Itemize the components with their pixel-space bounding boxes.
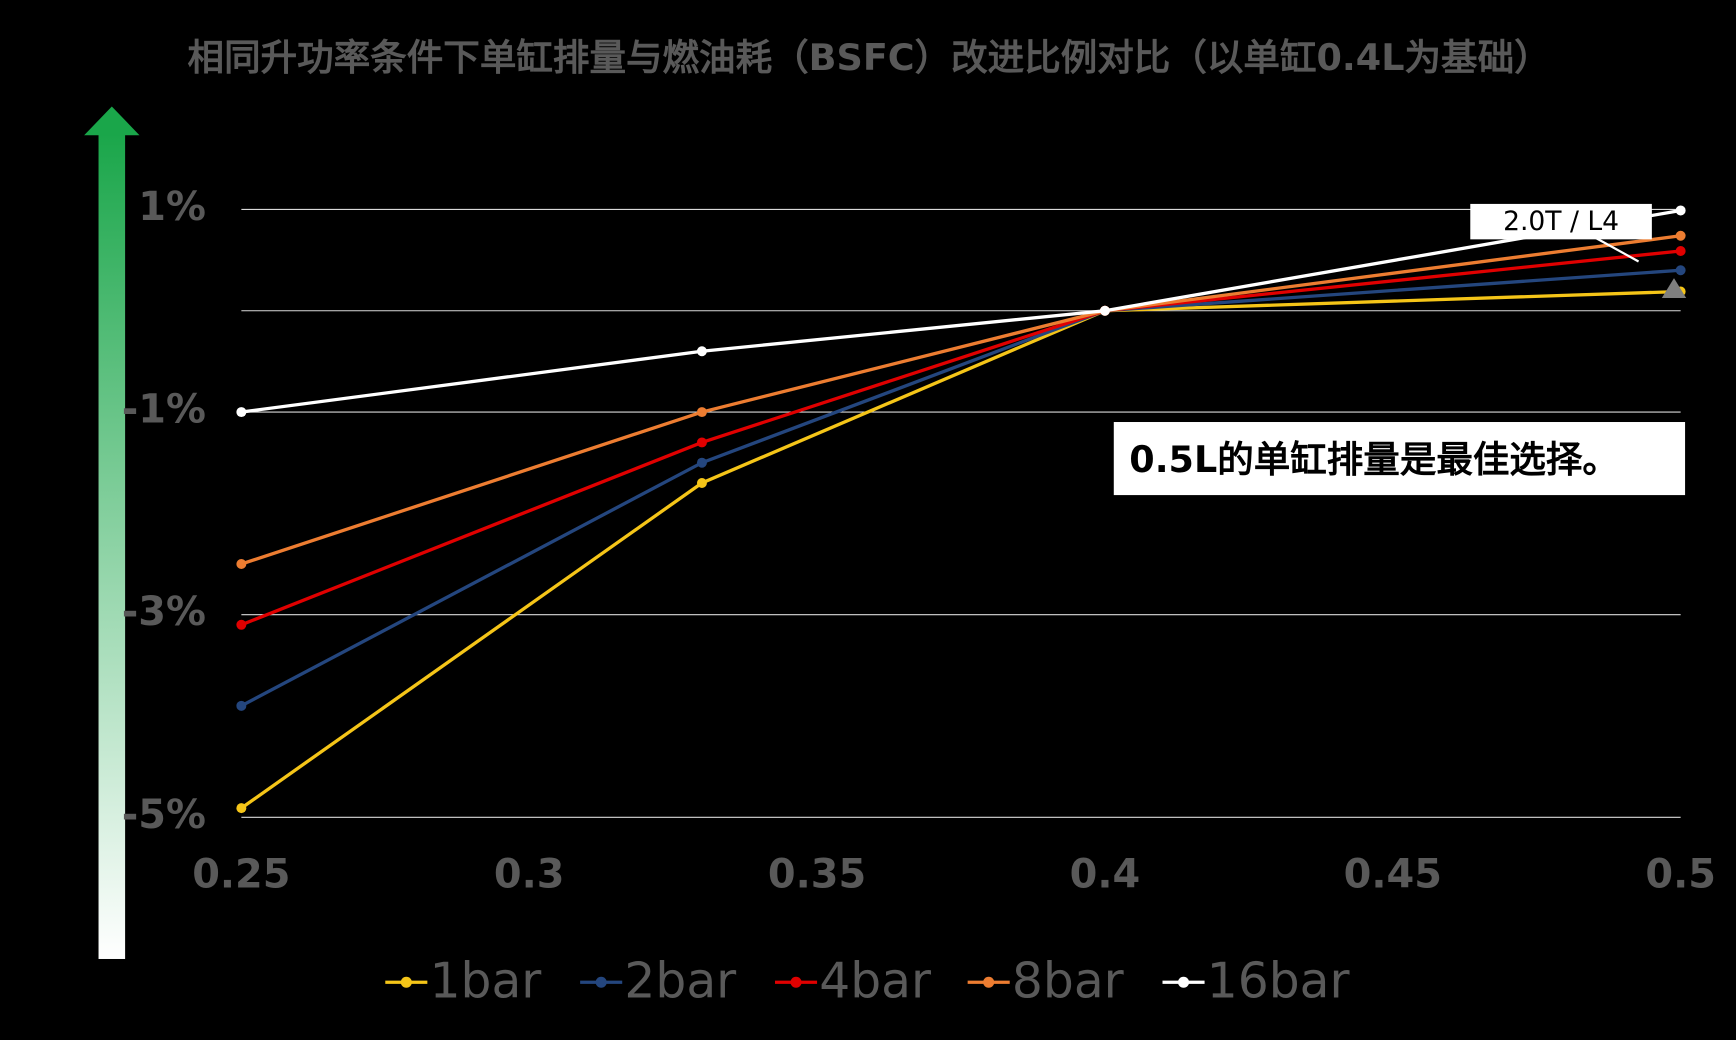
y-tick-label: -5% <box>122 792 206 838</box>
series-line <box>240 289 1681 810</box>
legend-label: 16bar <box>1207 953 1351 1009</box>
x-tick-label: 0.35 <box>768 852 866 898</box>
data-point <box>1675 245 1686 256</box>
data-point <box>236 407 247 418</box>
data-point <box>236 803 247 814</box>
data-point <box>1675 205 1686 216</box>
legend-dot <box>400 976 412 988</box>
note-label: 0.5L的单缸排量是最佳选择。 <box>1129 438 1619 481</box>
chart-title: 相同升功率条件下单缸排量与燃油耗（BSFC）改进比例对比（以单缸0.4L为基础） <box>187 35 1551 79</box>
series-line <box>240 268 1681 708</box>
legend-dot <box>790 976 802 988</box>
legend-dot <box>1178 976 1190 988</box>
arrow-shaft <box>98 133 126 959</box>
series-line <box>240 234 1681 566</box>
data-point <box>696 457 707 468</box>
y-tick-label: -1% <box>122 387 206 433</box>
series-line <box>241 208 1681 414</box>
legend-label: 1bar <box>430 953 543 1009</box>
data-point <box>696 346 707 357</box>
data-point <box>1675 230 1686 241</box>
legend-label: 4bar <box>819 953 932 1009</box>
x-tick-label: 0.4 <box>1070 852 1141 898</box>
x-tick-label: 0.3 <box>494 852 565 898</box>
callout-box <box>1470 203 1652 240</box>
data-point <box>236 559 247 569</box>
data-point <box>1675 265 1686 276</box>
x-tick-label: 0.5 <box>1645 852 1716 898</box>
y-tick-label: 1% <box>138 184 206 230</box>
series-line <box>240 249 1681 627</box>
callout-label: 2.0T / L4 <box>1503 206 1619 237</box>
legend-label: 2bar <box>624 953 737 1009</box>
legend-label: 8bar <box>1012 953 1125 1009</box>
marker-triangle <box>1661 278 1687 299</box>
x-tick-label: 0.25 <box>192 852 290 898</box>
arrow-head <box>84 106 140 136</box>
data-point <box>1099 305 1110 316</box>
title-box: 相同升功率条件下单缸排量与燃油耗（BSFC）改进比例对比（以单缸0.4L为基础） <box>187 35 1551 79</box>
legend-dot <box>983 976 995 988</box>
x-tick-label: 0.45 <box>1344 852 1442 898</box>
note-box <box>1113 422 1686 496</box>
data-point <box>236 619 247 630</box>
data-point <box>696 477 707 488</box>
legend-dot <box>595 976 607 988</box>
y-tick-label: -3% <box>122 589 206 635</box>
data-point <box>236 700 247 711</box>
data-point <box>696 437 707 448</box>
data-point <box>696 407 707 418</box>
callout-pointer <box>1593 236 1640 263</box>
